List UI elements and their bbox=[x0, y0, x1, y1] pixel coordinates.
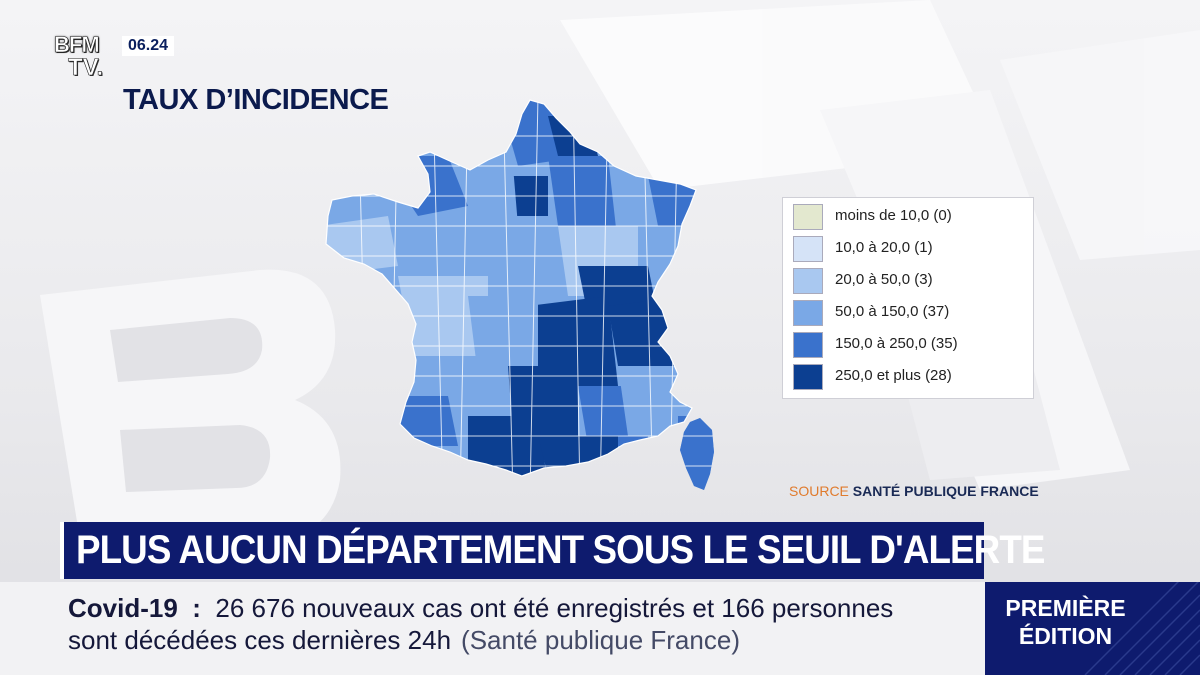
legend-label: 150,0 à 250,0 (35) bbox=[835, 335, 958, 352]
legend-item: 50,0 à 150,0 (37) bbox=[793, 298, 1029, 326]
map-title: TAUX D’INCIDENCE bbox=[123, 84, 389, 116]
news-ticker: Covid-19 : 26 676 nouveaux cas ont été e… bbox=[0, 582, 985, 675]
legend-swatch bbox=[793, 236, 823, 262]
ticker-text-2: sont décédées ces dernières 24h bbox=[68, 625, 452, 655]
legend-label: 250,0 et plus (28) bbox=[835, 367, 952, 384]
legend-label: moins de 10,0 (0) bbox=[835, 207, 952, 224]
edition-pattern bbox=[1084, 582, 1200, 675]
legend-label: 10,0 à 20,0 (1) bbox=[835, 239, 933, 256]
legend-item: 250,0 et plus (28) bbox=[793, 362, 1029, 390]
edition-line-1: PREMIÈRE bbox=[1005, 595, 1126, 621]
legend-item: moins de 10,0 (0) bbox=[793, 202, 1029, 230]
bfmtv-logo: BFM TV. bbox=[54, 32, 118, 85]
ticker-separator: : bbox=[185, 593, 209, 623]
source-value: SANTÉ PUBLIQUE FRANCE bbox=[852, 483, 1039, 499]
legend-swatch bbox=[793, 204, 823, 230]
headline-text: PLUS AUCUN DÉPARTEMENT SOUS LE SEUIL D'A… bbox=[76, 528, 1045, 572]
legend-label: 50,0 à 150,0 (37) bbox=[835, 303, 950, 320]
map-legend: moins de 10,0 (0) 10,0 à 20,0 (1) 20,0 à… bbox=[782, 197, 1034, 399]
edition-line-2: ÉDITION bbox=[1018, 623, 1113, 649]
legend-swatch bbox=[793, 268, 823, 294]
ticker-text-1: 26 676 nouveaux cas ont été enregistrés … bbox=[215, 593, 894, 623]
clock: 06.24 bbox=[122, 36, 175, 56]
legend-label: 20,0 à 50,0 (3) bbox=[835, 271, 933, 288]
headline-banner: PLUS AUCUN DÉPARTEMENT SOUS LE SEUIL D'A… bbox=[60, 522, 1045, 579]
ticker-source: (Santé publique France) bbox=[461, 625, 740, 655]
logo-text-bottom: TV. bbox=[68, 54, 104, 81]
edition-title: PREMIÈRE ÉDITION bbox=[1003, 594, 1128, 650]
ticker-topic: Covid-19 bbox=[68, 593, 178, 623]
logo-text-top: BFM bbox=[54, 32, 100, 57]
france-map bbox=[318, 96, 728, 496]
legend-item: 10,0 à 20,0 (1) bbox=[793, 234, 1029, 262]
legend-item: 20,0 à 50,0 (3) bbox=[793, 266, 1029, 294]
ticker-line-2: sont décédées ces dernières 24h (Santé pu… bbox=[68, 624, 740, 656]
legend-item: 150,0 à 250,0 (35) bbox=[793, 330, 1029, 358]
ticker-line-1: Covid-19 : 26 676 nouveaux cas ont été e… bbox=[68, 592, 893, 624]
source-credit: SOURCE SANTÉ PUBLIQUE FRANCE bbox=[789, 482, 1039, 500]
source-key: SOURCE bbox=[789, 483, 849, 499]
legend-swatch bbox=[793, 364, 823, 390]
legend-swatch bbox=[793, 300, 823, 326]
edition-badge: PREMIÈRE ÉDITION bbox=[985, 582, 1200, 675]
legend-swatch bbox=[793, 332, 823, 358]
